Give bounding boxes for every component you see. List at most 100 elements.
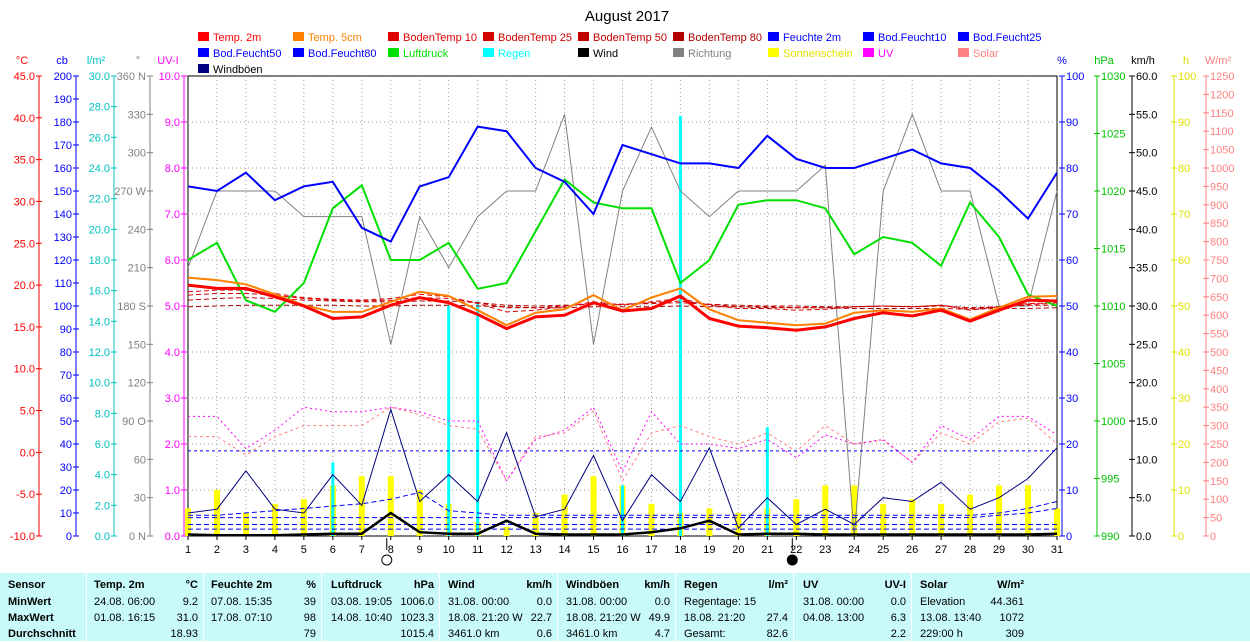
left-axis-tick: 60 — [60, 393, 72, 405]
right-axis-tick: 30.0 — [1136, 301, 1157, 313]
right-axis-tick: 50 — [1066, 301, 1078, 313]
sunshine-bar — [503, 526, 510, 536]
x-axis-tick: 21 — [761, 544, 773, 556]
left-axis-tick: 2.0 — [95, 500, 110, 512]
legend-swatch — [578, 48, 589, 57]
sunshine-bar — [271, 503, 278, 536]
right-axis-tick: 1200 — [1210, 89, 1234, 101]
right-axis-tick: 900 — [1210, 200, 1228, 212]
x-axis-tick: 16 — [616, 544, 628, 556]
sunshine-bar — [851, 485, 858, 536]
stats-header-temp: Temp. 2m — [94, 579, 145, 591]
soil-moisture-line — [188, 491, 1058, 516]
stats-cell: 18.08. 21:20 W — [566, 612, 641, 624]
left-axis-tick: -10.0 — [10, 531, 35, 543]
stats-cell: Gesamt: — [684, 628, 726, 640]
axes: °C 45.0 40.0 35.0 30.0 25.0 20.0 15.0 10.0 5.0 0.0… — [10, 55, 1235, 543]
x-axis-tick: 10 — [443, 544, 455, 556]
right-axis-tick: 45.0 — [1136, 186, 1157, 198]
legend-swatch — [863, 32, 874, 41]
right-axis-tick: 500 — [1210, 347, 1228, 359]
stats-col-solar: Solar W/m² Elevation 44.361 13.08. 13:40 10… — [912, 573, 1029, 641]
left-axis-unit: °C — [16, 55, 28, 67]
right-axis-tick: 1010 — [1101, 301, 1125, 313]
sunshine-bar — [561, 494, 568, 536]
stats-cell: 3461.0 km — [566, 628, 618, 640]
right-axis-tick: 100 — [1066, 71, 1084, 83]
left-axis-tick: 30 — [60, 462, 72, 474]
left-axis-tick: 16.0 — [89, 286, 110, 298]
legend-label: Windböen — [213, 64, 263, 76]
left-axis-tick: 6.0 — [165, 255, 180, 267]
left-axis-tick: 0.0 — [95, 531, 110, 543]
sunshine-bar — [938, 503, 945, 536]
right-axis-tick: 1025 — [1101, 129, 1125, 141]
left-axis-tick: 60 — [134, 454, 146, 466]
right-axis-unit: % — [1057, 55, 1067, 67]
stats-cell: 0.0 — [536, 596, 552, 608]
left-axis-tick: -5.0 — [16, 489, 35, 501]
sunshine-bar — [996, 485, 1003, 536]
stats-unit-gust: km/h — [644, 579, 670, 591]
x-axis-tick: 24 — [848, 544, 860, 556]
left-axis-tick: 210 — [128, 263, 146, 275]
legend-swatch — [673, 48, 684, 57]
right-axis-tick: 50.0 — [1136, 148, 1157, 160]
right-axis-tick: 200 — [1210, 457, 1228, 469]
right-axis-tick: 90 — [1066, 117, 1078, 129]
stats-cell: 4.7 — [654, 628, 670, 640]
x-axis-tick: 5 — [301, 544, 307, 556]
rain-bar — [476, 301, 480, 536]
stats-cell: 39 — [303, 596, 316, 608]
left-axis-tick: 140 — [54, 209, 72, 221]
left-axis-unit: UV-I — [157, 55, 178, 67]
right-axis-tick: 100 — [1210, 494, 1228, 506]
left-axis-tick: 5.0 — [20, 406, 35, 418]
right-axis-tick: 20 — [1178, 439, 1190, 451]
stats-cell: 27.4 — [766, 612, 788, 624]
left-axis-tick: 300 — [128, 148, 146, 160]
left-axis-tick: 240 — [128, 224, 146, 236]
stats-cell: 18.93 — [170, 628, 198, 640]
legend-swatch — [198, 48, 209, 57]
left-axis-tick: 30.0 — [89, 71, 110, 83]
right-axis-tick: 20 — [1066, 439, 1078, 451]
left-axis-tick: 7.0 — [165, 209, 180, 221]
right-axis-tick: 10 — [1178, 485, 1190, 497]
x-axis-tick: 1 — [185, 544, 191, 556]
legend-label: BodenTemp 80 — [688, 32, 762, 44]
stats-header-wind: Wind — [448, 579, 475, 591]
right-axis-tick: 10.0 — [1136, 454, 1157, 466]
left-axis-unit: ° — [136, 55, 140, 67]
right-axis-tick: 0 — [1210, 531, 1216, 543]
left-axis-tick: 200 — [54, 71, 72, 83]
stats-header-pressure: Luftdruck — [331, 579, 382, 591]
legend-swatch — [388, 32, 399, 41]
right-axis-tick: 80 — [1066, 163, 1078, 175]
left-axis-tick: 12.0 — [89, 347, 110, 359]
right-axis-tick: 35.0 — [1136, 263, 1157, 275]
right-axis-tick: 700 — [1210, 273, 1228, 285]
right-axis-tick: 750 — [1210, 255, 1228, 267]
x-axis-tick: 25 — [877, 544, 889, 556]
left-axis-tick: 110 — [54, 278, 72, 290]
series — [185, 112, 1060, 537]
legend-label: BodenTemp 25 — [498, 32, 572, 44]
left-axis-tick: 50 — [60, 416, 72, 428]
left-axis-tick: 40.0 — [14, 113, 35, 125]
right-axis-tick: 50 — [1178, 301, 1190, 313]
right-axis-tick: 1000 — [1210, 163, 1234, 175]
legend-swatch — [673, 32, 684, 41]
stats-cell: 3461.0 km — [448, 628, 500, 640]
legend-label: Temp. 2m — [213, 32, 261, 44]
right-axis-unit: hPa — [1094, 55, 1114, 67]
stats-cell: 1023.3 — [400, 612, 434, 624]
right-axis-tick: 995 — [1101, 474, 1119, 486]
right-axis-tick: 80 — [1178, 163, 1190, 175]
right-axis-tick: 90 — [1178, 117, 1190, 129]
x-axis-tick: 28 — [964, 544, 976, 556]
right-axis-tick: 1020 — [1101, 186, 1125, 198]
legend-swatch — [293, 32, 304, 41]
right-axis-tick: 950 — [1210, 181, 1228, 193]
sunshine-bar — [185, 508, 191, 536]
